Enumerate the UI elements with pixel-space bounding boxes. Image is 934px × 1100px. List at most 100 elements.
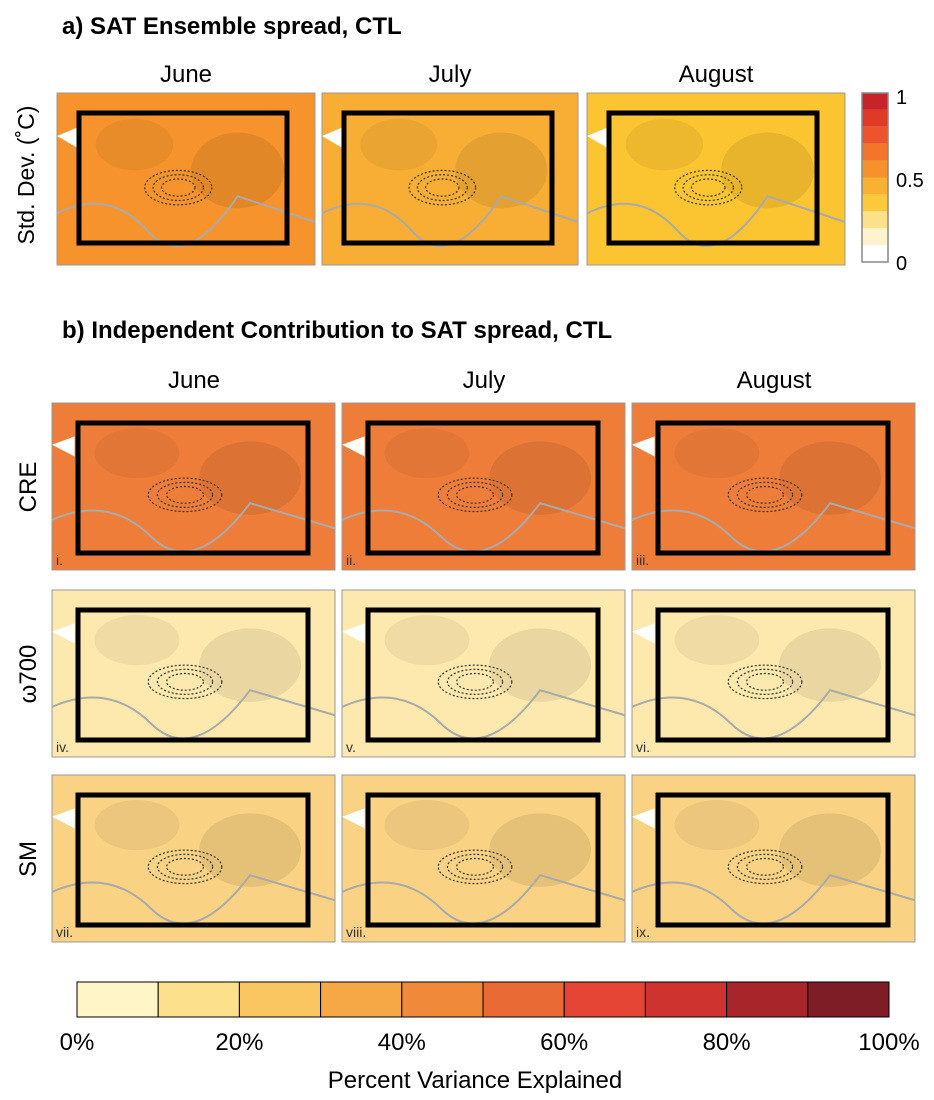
row-label: SM [15, 841, 42, 877]
contour [166, 672, 205, 691]
coast [631, 689, 916, 740]
map-blob [199, 813, 302, 887]
coast [341, 689, 626, 740]
colorbar-swatch [862, 194, 888, 212]
map-blob [94, 800, 180, 851]
panel-label: ii. [346, 552, 356, 568]
land-gap [342, 623, 365, 644]
contour [674, 169, 743, 206]
region-box [75, 792, 311, 928]
region-box [341, 110, 555, 246]
contour [156, 481, 214, 508]
map-blob [94, 615, 180, 666]
colorbar-swatch [157, 981, 240, 1018]
colorbar-swatch [238, 981, 322, 1018]
panel-label: iv. [56, 739, 69, 755]
panel-label: viii. [346, 924, 366, 940]
map-blob [721, 132, 815, 209]
colorbar-tick-label: 0 [896, 253, 907, 275]
region-box [76, 110, 290, 246]
map-blob [95, 118, 174, 171]
region-box [606, 110, 820, 246]
contour [147, 664, 223, 700]
contour [425, 178, 460, 197]
month-label: July [463, 367, 506, 394]
contour [456, 485, 495, 504]
contour [727, 664, 803, 700]
land-gap [632, 623, 655, 644]
map-blob [674, 428, 760, 479]
coast [56, 195, 316, 247]
coast [341, 502, 626, 553]
land-gap [52, 808, 75, 829]
colorbar-swatch [482, 981, 565, 1018]
section-title: b) Independent Contribution to SAT sprea… [62, 317, 612, 344]
contour [727, 477, 803, 513]
colorbar-swatch [862, 93, 888, 110]
contour [147, 477, 223, 513]
contour [446, 481, 504, 508]
colorbar-swatch [401, 981, 484, 1018]
coast [51, 502, 336, 553]
map-blob [191, 132, 285, 209]
map-blob [779, 813, 882, 887]
region-box [75, 420, 311, 556]
coast [631, 502, 916, 553]
contour [152, 174, 205, 202]
panel-label: vii. [56, 924, 73, 940]
month-label: June [160, 61, 212, 88]
colorbar-tick-label: 20% [215, 1029, 263, 1056]
colorbar-swatch [862, 177, 888, 195]
contour [147, 849, 223, 885]
coast [631, 874, 916, 925]
panel-label: v. [346, 739, 356, 755]
region-box [655, 420, 891, 556]
colorbar-tick-label: 100% [858, 1029, 919, 1056]
colorbar-swatch [563, 981, 646, 1018]
map-blob [779, 628, 882, 702]
map-blob [779, 441, 882, 515]
map-blob [489, 813, 592, 887]
region-box [365, 420, 601, 556]
region-box [365, 607, 601, 743]
contour [437, 477, 513, 513]
contour [736, 668, 794, 695]
panel-label: iii. [636, 552, 649, 568]
coast [586, 195, 846, 247]
contour [690, 178, 726, 197]
contour [456, 672, 495, 691]
panel-label: ix. [636, 924, 650, 940]
month-label: August [737, 367, 812, 394]
land-gap [57, 127, 78, 149]
colorbar-swatch [862, 211, 888, 229]
contour [736, 853, 794, 880]
region-box [365, 792, 601, 928]
contour [166, 857, 205, 876]
colorbar-swatch [807, 981, 890, 1018]
coast [51, 874, 336, 925]
row-label: CRE [15, 462, 42, 513]
colorbar-tick-label: 40% [378, 1029, 426, 1056]
coast [341, 874, 626, 925]
contour [156, 853, 214, 880]
land-gap [342, 808, 365, 829]
map-blob [384, 428, 470, 479]
colorbar-swatch [862, 143, 888, 161]
map-blob [199, 628, 302, 702]
map-blob [360, 118, 438, 171]
region-box [655, 607, 891, 743]
colorbar-tick-label: 60% [540, 1029, 588, 1056]
row-label: ω700 [15, 645, 42, 704]
contour [437, 664, 513, 700]
contour [746, 485, 785, 504]
map-blob [455, 132, 548, 209]
colorbar-frame [861, 92, 889, 263]
contour [408, 169, 477, 206]
colorbar-swatch [76, 981, 159, 1018]
map-blob [489, 441, 592, 515]
contour [446, 668, 504, 695]
colorbar-swatch [862, 126, 888, 144]
contour [437, 849, 513, 885]
land-gap [52, 436, 75, 457]
